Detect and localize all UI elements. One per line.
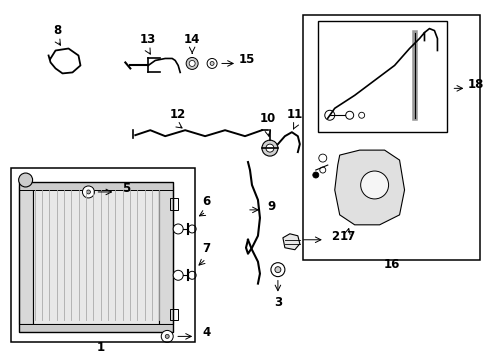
Circle shape: [345, 111, 353, 119]
Text: 5: 5: [122, 182, 130, 195]
Circle shape: [207, 58, 217, 68]
Text: 15: 15: [238, 53, 255, 67]
Text: 18: 18: [467, 78, 484, 91]
Text: 12: 12: [170, 108, 186, 121]
Circle shape: [274, 267, 280, 273]
Circle shape: [165, 334, 169, 338]
Circle shape: [265, 144, 273, 152]
Bar: [33, 186, 159, 324]
Bar: [11, 168, 195, 342]
Bar: [19, 182, 173, 332]
Text: 1: 1: [96, 341, 104, 354]
Circle shape: [173, 224, 183, 234]
Circle shape: [189, 60, 195, 67]
Circle shape: [262, 140, 277, 156]
Text: 13: 13: [140, 32, 156, 45]
Text: 10: 10: [259, 112, 276, 125]
Text: 16: 16: [383, 258, 399, 271]
Text: 7: 7: [202, 242, 210, 255]
Bar: [19, 182, 173, 190]
Bar: [19, 186, 33, 324]
Circle shape: [19, 173, 33, 187]
Circle shape: [188, 271, 196, 279]
Bar: [302, 15, 479, 260]
Text: 17: 17: [339, 230, 355, 243]
Text: 3: 3: [273, 296, 282, 309]
Circle shape: [324, 110, 334, 120]
Text: 11: 11: [286, 108, 303, 121]
Circle shape: [188, 225, 196, 233]
Circle shape: [319, 167, 325, 173]
Bar: [170, 198, 178, 210]
Text: 14: 14: [183, 32, 200, 45]
Circle shape: [86, 190, 90, 194]
Circle shape: [312, 172, 318, 178]
Circle shape: [210, 62, 214, 66]
Bar: [170, 309, 178, 320]
Circle shape: [186, 58, 198, 69]
Bar: [317, 21, 447, 132]
Bar: [159, 186, 173, 324]
Circle shape: [173, 270, 183, 280]
Text: 4: 4: [202, 327, 210, 339]
Circle shape: [358, 112, 364, 118]
Circle shape: [161, 330, 173, 342]
Circle shape: [360, 171, 388, 199]
Bar: [19, 324, 173, 332]
Polygon shape: [283, 234, 299, 250]
Circle shape: [318, 154, 326, 162]
Text: 2: 2: [330, 230, 338, 243]
Text: 9: 9: [267, 200, 276, 213]
Text: 6: 6: [202, 195, 210, 208]
Circle shape: [82, 186, 94, 198]
Polygon shape: [334, 150, 404, 225]
Circle shape: [270, 263, 285, 276]
Text: 8: 8: [53, 23, 61, 37]
